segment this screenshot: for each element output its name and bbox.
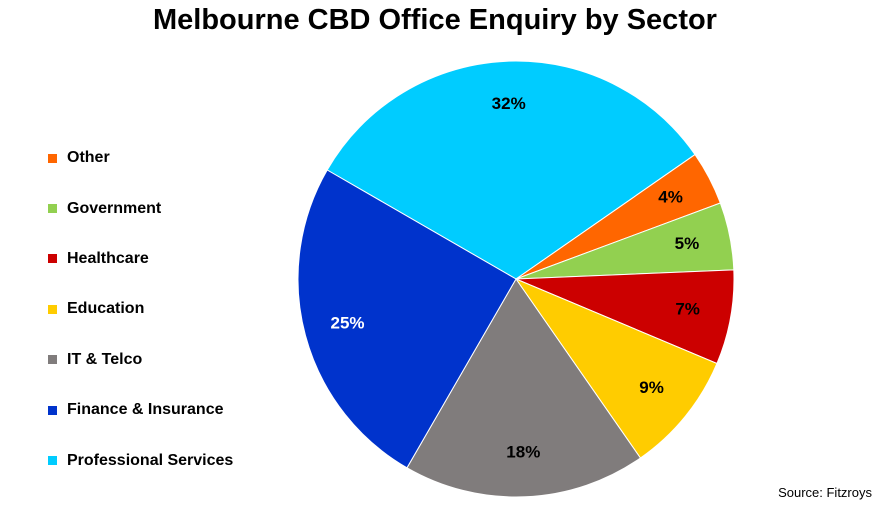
legend: Other Government Healthcare Education IT & T… [48, 133, 233, 486]
legend-item: Finance & Insurance [48, 385, 233, 435]
pie-slice [297, 169, 517, 469]
legend-swatch [48, 456, 57, 466]
legend-item: IT & Telco [48, 335, 233, 385]
pie-slice [326, 60, 696, 280]
legend-label: Other [67, 149, 110, 167]
legend-item: Professional Services [48, 435, 233, 485]
slice-value-label: 18% [506, 443, 540, 462]
pie-slice [406, 278, 642, 498]
legend-label: Healthcare [67, 249, 149, 267]
slice-value-label: 9% [639, 378, 664, 397]
legend-label: Professional Services [67, 451, 234, 469]
slice-value-label: 5% [675, 234, 700, 253]
chart-title: Melbourne CBD Office Enquiry by Sector [153, 4, 717, 36]
legend-swatch [48, 304, 57, 314]
legend-label: Finance & Insurance [67, 401, 224, 419]
source-note: Source: Fitzroys [778, 485, 872, 500]
legend-item: Education [48, 284, 233, 334]
legend-label: Education [67, 300, 145, 318]
legend-label: IT & Telco [67, 350, 143, 368]
slice-value-label: 7% [675, 299, 700, 318]
legend-swatch [48, 355, 57, 365]
legend-item: Other [48, 133, 233, 183]
legend-item: Government [48, 183, 233, 233]
legend-swatch [48, 254, 57, 264]
legend-swatch [48, 153, 57, 163]
slice-value-label: 32% [492, 94, 526, 113]
slice-value-label: 4% [658, 188, 683, 207]
legend-item: Healthcare [48, 234, 233, 284]
legend-label: Government [67, 199, 162, 217]
slice-value-label: 25% [331, 314, 365, 333]
legend-swatch [48, 405, 57, 415]
pie-slice [514, 277, 718, 459]
legend-swatch [48, 204, 57, 214]
